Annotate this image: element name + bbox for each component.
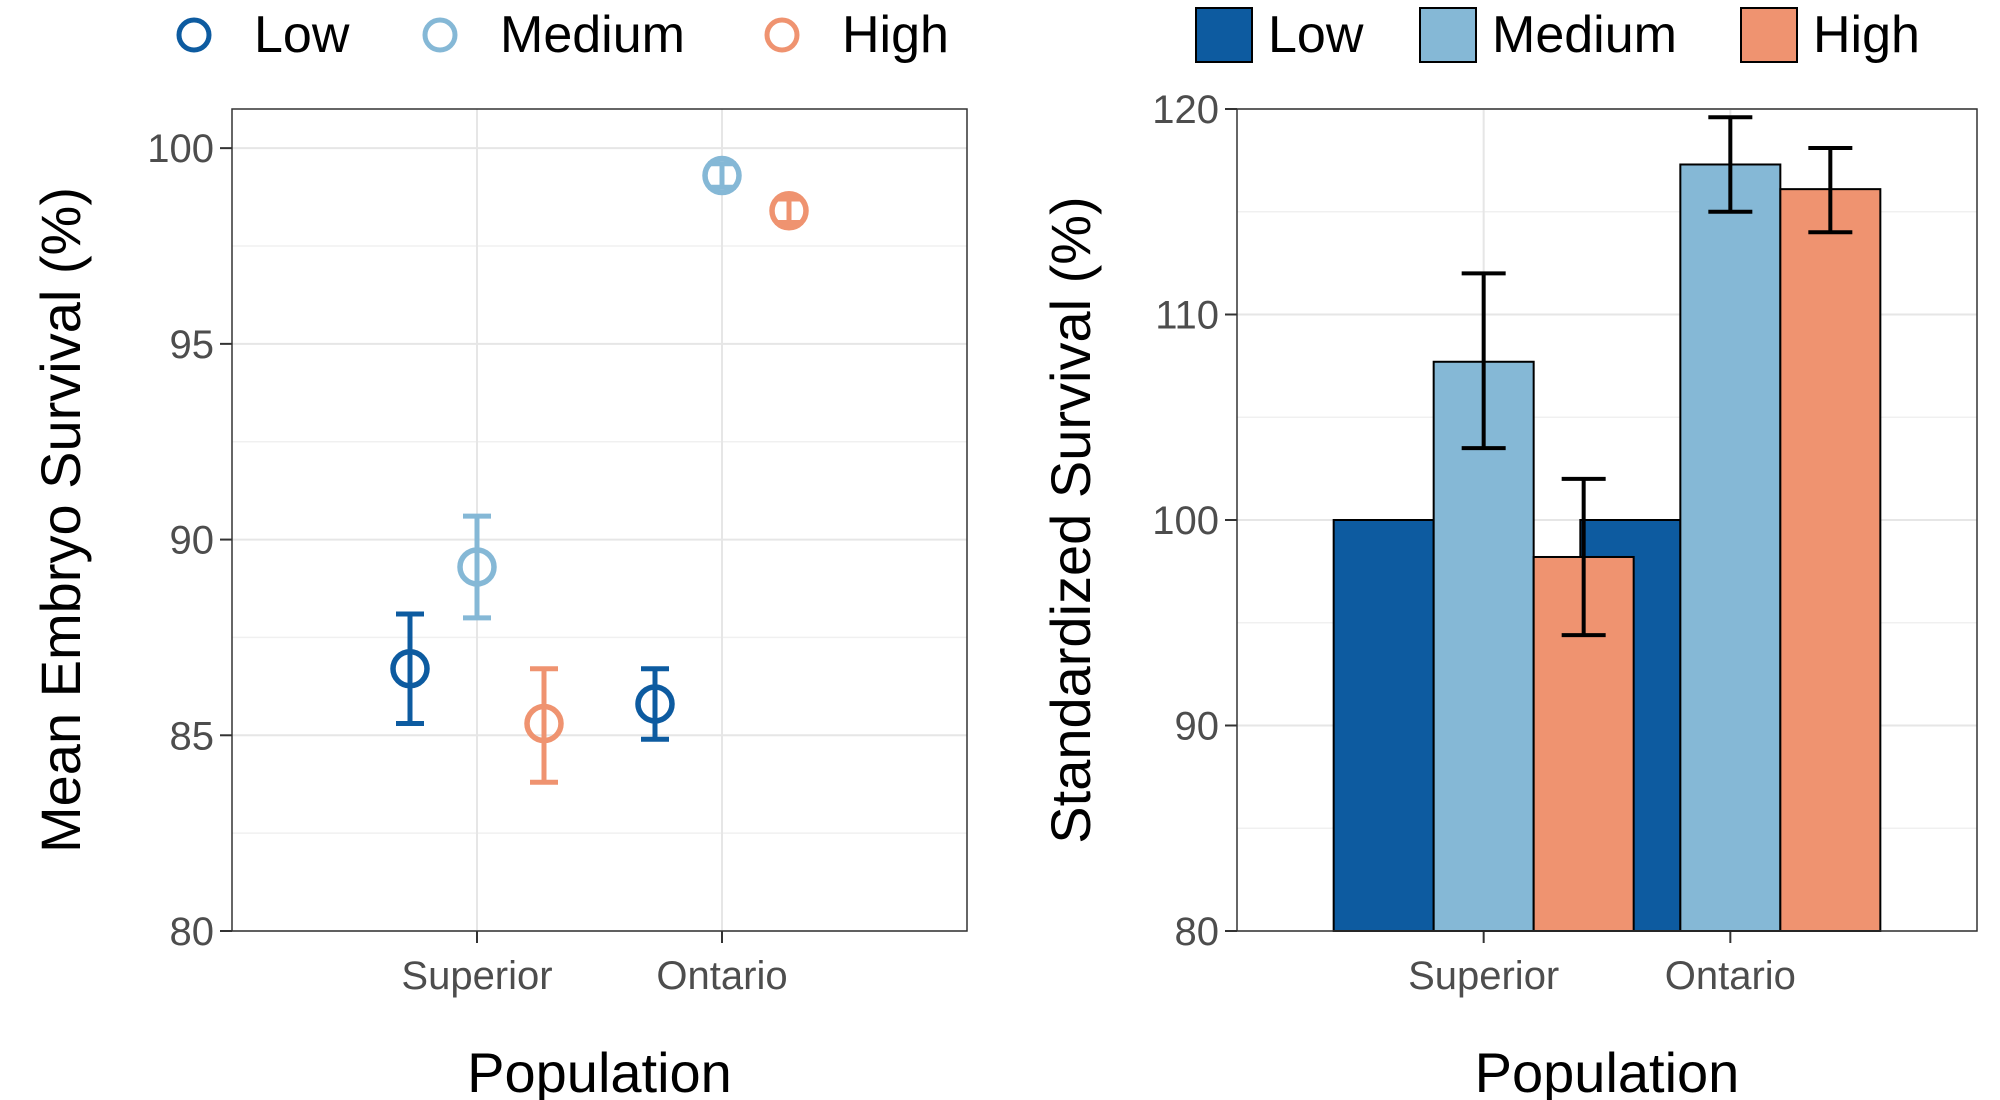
y-tick-label: 110 [1155,294,1219,338]
data-point [457,547,497,587]
y-tick-label: 90 [170,519,215,563]
x-tick-label: Ontario [656,954,787,998]
legend-label: High [842,6,949,64]
x-tick-label: Superior [1408,954,1559,998]
y-tick-label: 85 [170,714,215,758]
legend-key [1419,7,1477,63]
data-point [769,191,809,231]
left-chart-panel: 80 85 90 95 100 Superior Ontario Population Mean… [29,6,968,1100]
y-tick-label: 100 [147,127,214,171]
y-axis-title: Standardized Survival (%) [1039,196,1102,843]
legend-label: Low [1268,6,1364,64]
data-point [702,155,742,196]
legend-label: High [1813,6,1920,64]
legend-label: Low [254,6,350,64]
data-point [390,648,430,689]
x-tick-label: Ontario [1665,954,1796,998]
y-tick-label: 120 [1152,88,1219,132]
y-tick-label: 90 [1175,705,1220,749]
right-chart-panel: 80 90 100 110 120 Superior Ontario Population St… [1039,6,1978,1100]
y-tick-label: 100 [1152,499,1219,543]
legend-label: Medium [1492,6,1677,64]
legend-key [1195,7,1253,63]
legend-key [422,17,458,53]
y-axis-title: Mean Embryo Survival (%) [29,187,92,853]
y-tick-label: 80 [170,910,215,954]
y-tick-label: 80 [1175,910,1220,954]
legend-key [1740,7,1798,63]
bar [1332,519,1435,932]
legend-label: Medium [500,6,685,64]
x-axis-title: Population [1475,1041,1740,1100]
panel-border [1236,108,1978,932]
bar [1779,188,1882,932]
legend-key [176,17,212,53]
panel-border [231,108,968,932]
x-tick-label: Superior [401,954,552,998]
y-tick-label: 95 [170,323,215,367]
bar [1679,163,1782,933]
data-point [524,703,564,744]
legend-key [764,17,800,53]
x-axis-title: Population [467,1041,732,1100]
data-point [635,684,675,724]
